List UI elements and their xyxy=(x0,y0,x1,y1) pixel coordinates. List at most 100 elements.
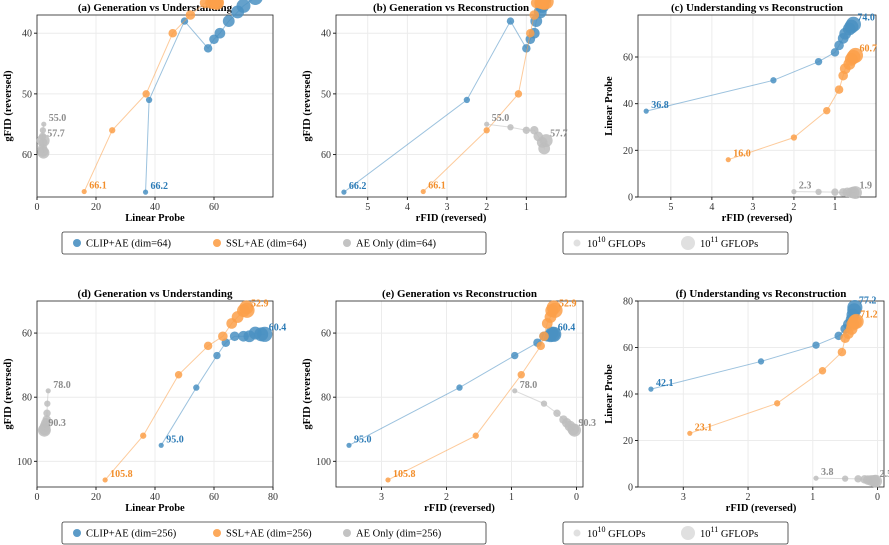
size-marker-large xyxy=(681,526,695,540)
y-tick-label: 50 xyxy=(22,89,32,100)
y-tick-label: 40 xyxy=(623,99,633,110)
x-tick-label: 1 xyxy=(509,492,514,503)
data-label-start: 2.3 xyxy=(799,181,812,192)
data-point xyxy=(539,331,549,342)
x-tick-label: 40 xyxy=(150,492,160,503)
x-tick-label: 20 xyxy=(91,492,101,503)
chart-title: (a) Generation vs Understanding xyxy=(78,2,233,14)
data-point xyxy=(203,341,213,351)
series-line-clip-ae xyxy=(343,0,545,193)
x-tick-label: 80 xyxy=(268,492,278,503)
legend-box xyxy=(61,521,487,545)
chart-panel-3: 0 20 40 60 5 4 3 2 1 (c) Understanding vs Reconst… xyxy=(604,2,877,224)
data-label-end: 52.9 xyxy=(251,298,268,309)
x-tick-label: 1 xyxy=(524,202,529,213)
data-point xyxy=(420,188,426,195)
data-point xyxy=(812,341,820,349)
y-tick-label: 60 xyxy=(22,329,32,340)
data-point xyxy=(229,331,240,342)
data-point xyxy=(158,442,164,448)
x-tick-label: 0 xyxy=(875,492,880,503)
x-axis-label: rFID (reversed) xyxy=(416,213,487,224)
data-point xyxy=(643,108,649,114)
data-point xyxy=(837,347,847,357)
x-tick-label: 3 xyxy=(379,492,384,503)
legend-marker xyxy=(213,239,221,247)
y-axis-label: gFID (reversed) xyxy=(302,70,313,142)
data-point xyxy=(834,85,844,94)
data-point xyxy=(757,358,765,365)
x-tick-label: 3 xyxy=(681,492,686,503)
data-label-start: 78.0 xyxy=(53,380,71,391)
x-tick-label: 0 xyxy=(35,202,40,213)
plot-frame xyxy=(335,14,567,198)
data-point xyxy=(725,157,731,163)
size-marker-small xyxy=(573,239,581,247)
data-label-start: 55.0 xyxy=(49,113,67,124)
data-point xyxy=(540,400,548,407)
y-tick-label: 0 xyxy=(628,193,633,204)
x-axis-label: rFID (reversed) xyxy=(722,213,793,224)
legend-marker xyxy=(343,239,351,247)
data-point xyxy=(774,400,781,407)
data-point xyxy=(45,388,51,394)
data-point xyxy=(814,57,823,66)
data-point xyxy=(39,127,47,134)
data-point xyxy=(222,15,235,27)
y-axis-label: Linear Probe xyxy=(604,76,615,136)
y-tick-label: 80 xyxy=(623,297,633,308)
data-point xyxy=(818,367,827,375)
data-point xyxy=(568,423,581,437)
y-tick-label: 100 xyxy=(17,457,32,468)
chart-panel-1: 40 50 60 0 20 40 60 (a) Generation vs Understan… xyxy=(3,0,274,224)
data-point xyxy=(529,10,540,20)
data-point xyxy=(507,124,514,131)
y-axis-label: gFID (reversed) xyxy=(302,358,313,430)
x-tick-label: 1 xyxy=(832,202,837,213)
x-axis-label: rFID (reversed) xyxy=(726,503,797,514)
x-tick-label: 20 xyxy=(91,202,101,213)
size-legend-box xyxy=(562,521,789,545)
y-tick-label: 20 xyxy=(623,146,633,157)
legend-entry: CLIP+AE (dim=256) xyxy=(86,529,177,540)
y-tick-label: 40 xyxy=(321,29,331,40)
size-legend-box xyxy=(562,231,789,255)
y-tick-label: 60 xyxy=(321,150,331,161)
x-axis-label: Linear Probe xyxy=(125,213,185,224)
series-line-clip-ae xyxy=(145,0,253,193)
data-point xyxy=(847,299,863,316)
legend-entry: SSL+AE (dim=256) xyxy=(226,529,312,540)
data-point xyxy=(823,106,831,115)
x-axis-label: Linear Probe xyxy=(125,503,185,514)
data-label-start: 105.8 xyxy=(393,469,416,480)
data-point xyxy=(142,189,149,195)
y-tick-label: 80 xyxy=(321,393,331,404)
data-point xyxy=(854,475,862,483)
data-point xyxy=(522,126,531,134)
chart-title: (c) Understanding vs Reconstruction xyxy=(671,2,843,14)
legend-marker xyxy=(213,529,221,537)
legend-entry: SSL+AE (dim=64) xyxy=(226,239,307,250)
data-point xyxy=(37,423,51,437)
data-point xyxy=(37,146,50,159)
data-point xyxy=(813,475,819,481)
legend-marker xyxy=(73,529,81,537)
x-tick-label: 2 xyxy=(746,492,751,503)
y-tick-label: 40 xyxy=(22,29,32,40)
y-axis-label: gFID (reversed) xyxy=(3,358,14,430)
data-point xyxy=(506,17,515,25)
data-point xyxy=(213,351,221,360)
data-label-end: 71.2 xyxy=(860,309,878,320)
data-point xyxy=(44,400,51,407)
data-label-start: 95.0 xyxy=(354,434,372,445)
x-tick-label: 4 xyxy=(405,202,410,213)
data-point xyxy=(142,90,150,98)
y-tick-label: 0 xyxy=(628,483,633,494)
data-label-end: 57.7 xyxy=(47,129,65,140)
data-point xyxy=(539,134,553,148)
data-point xyxy=(248,0,263,5)
data-label-start: 66.2 xyxy=(349,181,367,192)
data-label-end: 60.7 xyxy=(859,43,877,54)
